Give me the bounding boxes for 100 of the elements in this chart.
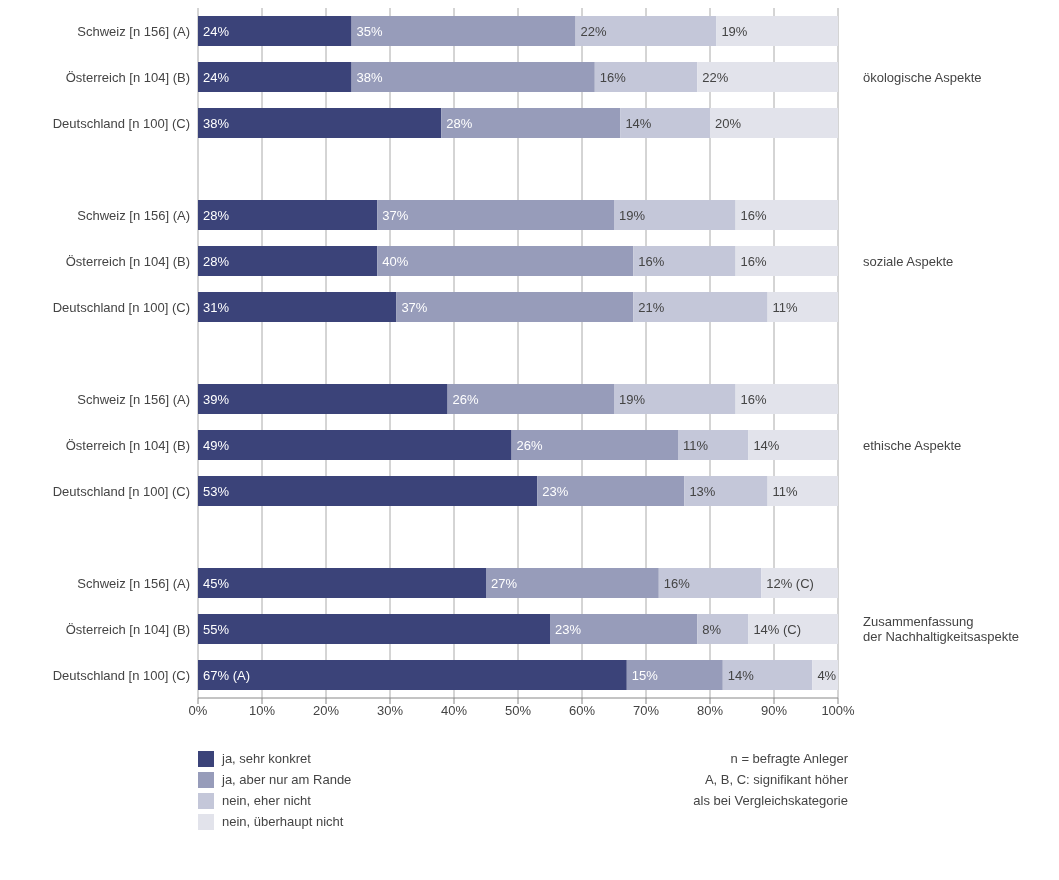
data-label: 14% (625, 115, 652, 131)
data-label: 14% (753, 437, 780, 453)
bar (198, 568, 486, 598)
bar (620, 108, 710, 138)
bar (198, 430, 512, 460)
x-tick-label: 80% (696, 703, 724, 719)
data-label: 26% (516, 437, 544, 453)
bar (198, 660, 627, 690)
bar (735, 384, 838, 414)
y-tick-label: Österreich [n 104] (B) (65, 253, 190, 269)
data-label: 40% (382, 253, 409, 269)
bar (684, 476, 768, 506)
data-label: 39% (203, 391, 230, 407)
bar (722, 660, 813, 690)
data-label: 16% (638, 253, 665, 269)
data-label: 23% (555, 621, 582, 637)
y-tick-label: Schweiz [n 156] (A) (77, 575, 190, 591)
bar (198, 108, 442, 138)
data-label: 31% (203, 299, 230, 315)
bar (633, 292, 768, 322)
data-label: 37% (401, 299, 428, 315)
data-label: 38% (356, 69, 384, 85)
data-label: 16% (740, 253, 768, 269)
text: soziale Aspekte (863, 253, 954, 269)
x-tick-label: 100% (821, 703, 856, 719)
bar (710, 108, 838, 138)
data-label: 35% (356, 23, 384, 39)
data-label: 53% (203, 483, 230, 499)
bar (396, 292, 634, 322)
bar (716, 16, 838, 46)
x-tick-label: 60% (568, 703, 596, 719)
bar (198, 292, 397, 322)
data-label: 49% (203, 437, 230, 453)
y-tick-label: Schweiz [n 156] (A) (77, 23, 190, 39)
data-label: 22% (702, 69, 729, 85)
bar (351, 62, 595, 92)
y-tick-label: Schweiz [n 156] (A) (77, 391, 190, 407)
data-label: 38% (203, 115, 230, 131)
bar (767, 292, 838, 322)
data-label: 67% (A) (203, 667, 250, 683)
bar (614, 200, 736, 230)
bar (351, 16, 576, 46)
bar (511, 430, 678, 460)
bar (198, 384, 448, 414)
data-label: 20% (715, 115, 742, 131)
data-label: 8% (702, 621, 722, 637)
data-label: 16% (740, 391, 768, 407)
data-label: 24% (203, 69, 230, 85)
data-label: 24% (203, 23, 230, 39)
data-label: 13% (689, 483, 716, 499)
data-label: 11% (683, 437, 709, 453)
bar (767, 476, 838, 506)
data-label: 22% (580, 23, 608, 39)
data-label: 45% (203, 575, 230, 591)
data-label: 28% (446, 115, 473, 131)
x-tick-label: 40% (440, 703, 468, 719)
text: ökologische Aspekte (863, 69, 982, 85)
bar (735, 200, 838, 230)
bar (198, 614, 550, 644)
bar (697, 614, 749, 644)
bar (735, 246, 838, 276)
text: ethische Aspekte (863, 437, 962, 453)
bar (198, 476, 538, 506)
bar (658, 568, 762, 598)
legend-label: nein, überhaupt nicht (222, 814, 344, 829)
data-label: 28% (203, 253, 230, 269)
bar (748, 614, 838, 644)
bar (198, 16, 352, 46)
x-tick-label: 10% (248, 703, 276, 719)
bar (633, 246, 736, 276)
bar (537, 476, 685, 506)
data-label: 14% (727, 667, 755, 683)
data-label: 16% (740, 207, 768, 223)
bar (198, 62, 352, 92)
x-tick-label: 90% (760, 703, 788, 719)
data-label: 19% (721, 23, 748, 39)
legend-label: ja, sehr konkret (222, 751, 311, 766)
data-label: 28% (203, 207, 230, 223)
y-tick-label: Deutschland [n 100] (C) (52, 483, 190, 499)
y-tick-label: Österreich [n 104] (B) (65, 437, 190, 453)
y-tick-label: Schweiz [n 156] (A) (77, 207, 190, 223)
y-tick-label: Österreich [n 104] (B) (65, 621, 190, 637)
x-tick-label: 50% (504, 703, 532, 719)
data-label: 16% (599, 69, 627, 85)
text: A, B, C: signifikant höher als bei Vergleichskategorie (692, 771, 848, 810)
bar (198, 246, 378, 276)
bar (626, 660, 723, 690)
bar (447, 384, 614, 414)
data-label: 15% (631, 667, 659, 683)
bar (697, 62, 838, 92)
bar (594, 62, 698, 92)
y-tick-label: Deutschland [n 100] (C) (52, 299, 190, 315)
bar (198, 200, 378, 230)
data-label: 12% (C) (766, 575, 814, 591)
data-label: 19% (619, 207, 646, 223)
bar (614, 384, 736, 414)
data-label: 26% (452, 391, 480, 407)
y-tick-label: Deutschland [n 100] (C) (52, 667, 190, 683)
data-label: 27% (491, 575, 518, 591)
data-label: 21% (638, 299, 665, 315)
